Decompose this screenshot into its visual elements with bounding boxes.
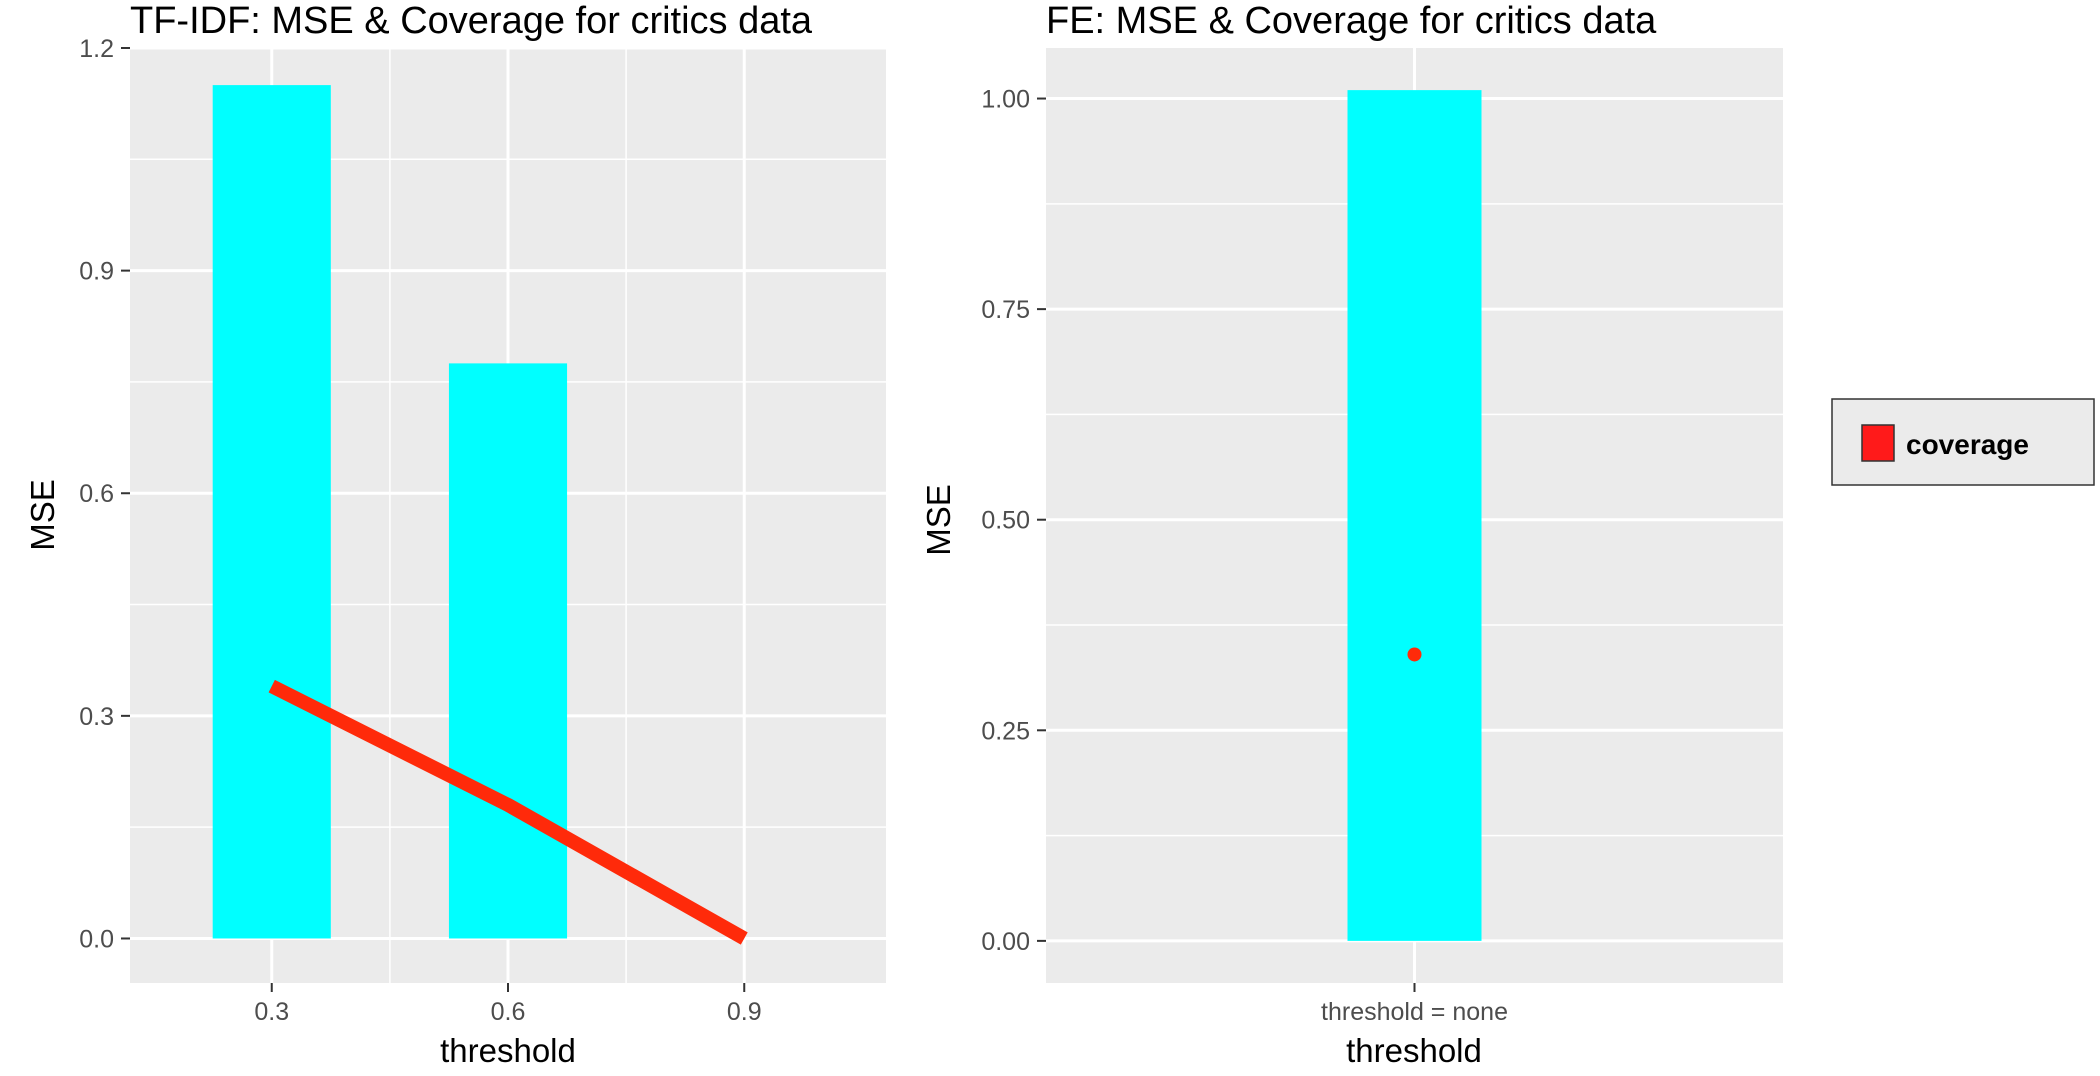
tfidf-x-tick-label: 0.3 (254, 998, 289, 1026)
fe-y-tick-label: 0.50 (981, 507, 1030, 535)
tfidf-x-tick-label: 0.6 (491, 998, 526, 1026)
tfidf-coverage-line-path (268, 679, 748, 945)
fe-y-tick-label: 0.00 (981, 928, 1030, 956)
tfidf-y-axis-label: MSE (24, 479, 61, 551)
tfidf-bar (212, 85, 331, 939)
fe-y-tick-label: 1.00 (981, 86, 1030, 114)
tfidf-y-tick-label: 0.0 (79, 925, 114, 953)
legend: coverage (1831, 398, 2095, 486)
fe-y-tick-label: 0.25 (981, 717, 1030, 745)
fe-x-tick-label: threshold = none (1321, 998, 1508, 1026)
legend-label-coverage: coverage (1906, 429, 2029, 460)
tfidf-bars (212, 85, 568, 939)
fe-bar (1347, 90, 1482, 941)
fe-x-axis-label: threshold (1346, 1032, 1482, 1069)
fe-y-tick-label: 0.75 (981, 296, 1030, 324)
tfidf-x-ticks: 0.3 0.6 0.9 (254, 983, 762, 1026)
tfidf-bar (448, 363, 568, 939)
fe-panel-title: FE: MSE & Coverage for critics data (1046, 0, 1657, 42)
fe-panel: FE: MSE & Coverage for critics data 0.00… (920, 0, 1783, 1069)
tfidf-coverage-line (268, 679, 748, 945)
tfidf-y-tick-label: 0.3 (79, 703, 114, 731)
fe-y-axis-label: MSE (920, 484, 957, 556)
tfidf-panel-title: TF-IDF: MSE & Coverage for critics data (130, 0, 813, 42)
fe-y-ticks: 0.00 0.25 0.50 0.75 1.00 (981, 86, 1046, 956)
tfidf-y-tick-label: 0.9 (79, 258, 114, 286)
tfidf-y-tick-label: 1.2 (79, 35, 114, 63)
tfidf-y-ticks: 0.0 0.3 0.6 0.9 1.2 (79, 35, 130, 953)
legend-key-coverage (1861, 424, 1895, 462)
fe-x-ticks: threshold = none (1321, 983, 1508, 1026)
fe-coverage-point (1407, 647, 1422, 662)
tfidf-x-tick-label: 0.9 (727, 998, 762, 1026)
tfidf-x-axis-label: threshold (440, 1032, 576, 1069)
fe-bars (1347, 90, 1482, 941)
fe-coverage-points (1407, 647, 1422, 662)
tfidf-y-tick-label: 0.6 (79, 480, 114, 508)
tfidf-panel: TF-IDF: MSE & Coverage for critics data … (24, 0, 886, 1069)
